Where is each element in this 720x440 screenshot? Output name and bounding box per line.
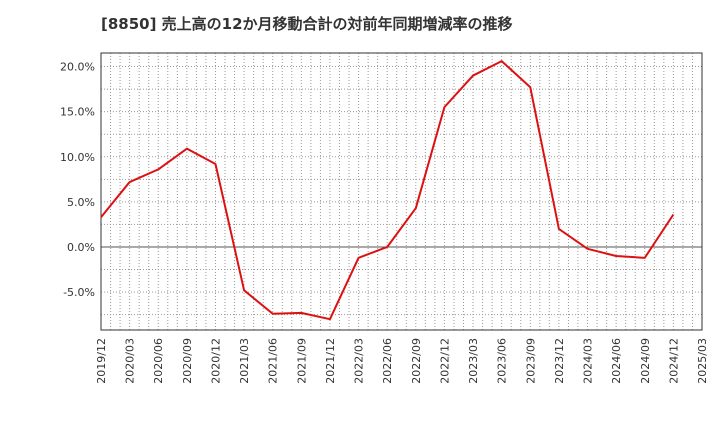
x-tick-label: 2024/03 bbox=[582, 338, 595, 384]
x-tick-label: 2023/09 bbox=[524, 338, 537, 384]
series-line bbox=[100, 60, 675, 321]
x-tick-label: 2021/12 bbox=[324, 338, 337, 384]
x-tick-label: 2024/12 bbox=[667, 338, 680, 384]
x-tick-label: 2020/06 bbox=[152, 338, 165, 384]
x-tick-label: 2022/09 bbox=[410, 338, 423, 384]
x-tick-label: 2021/03 bbox=[238, 338, 251, 384]
x-tick-label: 2022/12 bbox=[438, 338, 451, 384]
y-tick-label: 20.0% bbox=[60, 61, 95, 74]
x-tick-label: 2020/12 bbox=[209, 338, 222, 384]
x-tick-label: 2022/03 bbox=[353, 338, 366, 384]
vertical-gridlines bbox=[110, 53, 693, 330]
chart-title: [8850] 売上高の12か月移動合計の対前年同期増減率の推移 bbox=[101, 15, 513, 33]
y-tick-label: 5.0% bbox=[67, 196, 95, 209]
plot-area bbox=[101, 53, 702, 330]
y-axis-ticks: 20.0% 15.0% 10.0% 5.0% 0.0% -5.0% bbox=[60, 61, 95, 300]
x-tick-label: 2022/06 bbox=[381, 338, 394, 384]
x-tick-label: 2024/09 bbox=[639, 338, 652, 384]
x-axis-ticks: 2019/12 2020/03 2020/06 2020/09 2020/12 2021/… bbox=[95, 338, 709, 384]
y-tick-label: 10.0% bbox=[60, 151, 95, 164]
x-tick-label: 2021/06 bbox=[267, 338, 280, 384]
x-tick-label: 2024/06 bbox=[610, 338, 623, 384]
x-tick-label: 2020/03 bbox=[124, 338, 137, 384]
x-tick-label: 2025/03 bbox=[696, 338, 709, 384]
y-tick-label: 15.0% bbox=[60, 106, 95, 119]
y-tick-label: 0.0% bbox=[67, 241, 95, 254]
y-tick-label: -5.0% bbox=[63, 286, 95, 299]
series-group bbox=[100, 60, 675, 321]
x-tick-label: 2023/12 bbox=[553, 338, 566, 384]
horizontal-gridlines bbox=[101, 66, 702, 316]
x-tick-label: 2019/12 bbox=[95, 338, 108, 384]
x-tick-label: 2023/03 bbox=[467, 338, 480, 384]
x-tick-label: 2020/09 bbox=[181, 338, 194, 384]
x-tick-label: 2023/06 bbox=[496, 338, 509, 384]
plot-border bbox=[100, 52, 703, 331]
x-tick-label: 2021/09 bbox=[295, 338, 308, 384]
